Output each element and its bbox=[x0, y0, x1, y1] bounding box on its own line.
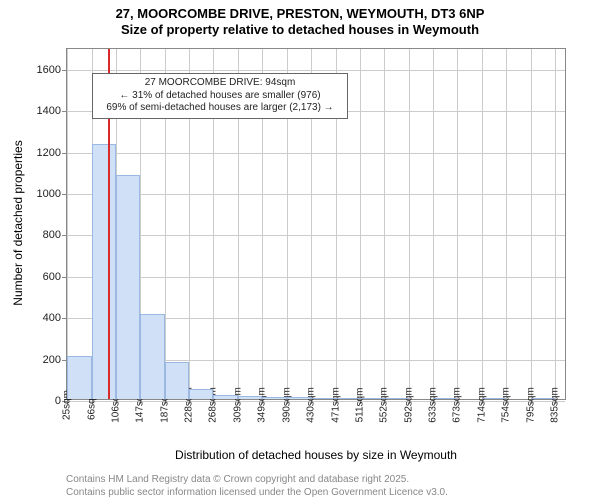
histogram-bar bbox=[262, 397, 287, 399]
x-tick-label: 349sqm bbox=[257, 387, 268, 423]
grid-line-v bbox=[555, 49, 556, 399]
y-tick-label: 600 bbox=[43, 271, 61, 283]
grid-line-v bbox=[531, 49, 532, 399]
histogram-bar bbox=[189, 389, 213, 399]
histogram-bar bbox=[360, 398, 385, 399]
y-tick-label: 1200 bbox=[37, 147, 61, 159]
histogram-bar bbox=[482, 398, 506, 399]
x-tick-label: 633sqm bbox=[428, 387, 439, 423]
histogram-bar bbox=[116, 175, 141, 399]
y-tick-label: 200 bbox=[43, 354, 61, 366]
annotation-line-3: 69% of semi-detached houses are larger (… bbox=[106, 102, 333, 113]
histogram-bar bbox=[213, 395, 238, 399]
grid-line-v bbox=[67, 49, 68, 399]
histogram-bar bbox=[238, 396, 262, 399]
y-tick-label: 800 bbox=[43, 229, 61, 241]
histogram-bar bbox=[287, 397, 311, 399]
grid-line-v bbox=[482, 49, 483, 399]
x-tick-label: 835sqm bbox=[549, 387, 560, 423]
x-tick-label: 511sqm bbox=[354, 388, 365, 423]
histogram-bar bbox=[384, 398, 408, 399]
attribution-text: Contains HM Land Registry data © Crown c… bbox=[66, 474, 448, 499]
x-tick-label: 592sqm bbox=[403, 387, 414, 423]
histogram-bar bbox=[531, 398, 555, 399]
x-tick-label: 471sqm bbox=[330, 387, 341, 423]
histogram-bar bbox=[67, 356, 92, 399]
title-line-1: 27, MOORCOMBE DRIVE, PRESTON, WEYMOUTH, … bbox=[116, 6, 485, 21]
histogram-bar bbox=[165, 362, 190, 399]
grid-line-v bbox=[457, 49, 458, 399]
x-tick-label: 754sqm bbox=[501, 387, 512, 423]
grid-line-h bbox=[67, 194, 565, 195]
grid-line-h bbox=[67, 235, 565, 236]
grid-line-h bbox=[67, 153, 565, 154]
annotation-box: 27 MOORCOMBE DRIVE: 94sqm ← 31% of detac… bbox=[92, 73, 348, 119]
histogram-bar bbox=[140, 314, 164, 399]
histogram-bar bbox=[311, 398, 336, 399]
x-tick-label: 390sqm bbox=[281, 387, 292, 423]
y-tick-label: 1400 bbox=[37, 105, 61, 117]
attribution-line-1: Contains HM Land Registry data © Crown c… bbox=[66, 474, 409, 485]
x-axis-label: Distribution of detached houses by size … bbox=[66, 448, 566, 462]
grid-line-v bbox=[409, 49, 410, 399]
grid-line-v bbox=[506, 49, 507, 399]
x-tick-label: 795sqm bbox=[525, 387, 536, 423]
y-tick-label: 400 bbox=[43, 312, 61, 324]
attribution-line-2: Contains public sector information licen… bbox=[66, 487, 448, 498]
y-tick-label: 1600 bbox=[37, 64, 61, 76]
annotation-line-1: 27 MOORCOMBE DRIVE: 94sqm bbox=[145, 77, 296, 88]
grid-line-v bbox=[360, 49, 361, 399]
x-tick-label: 673sqm bbox=[452, 387, 463, 423]
plot-area: 0200400600800100012001400160025sqm66sqm1… bbox=[66, 48, 566, 400]
histogram-bar bbox=[92, 144, 116, 399]
histogram-bar bbox=[336, 398, 360, 399]
x-tick-label: 430sqm bbox=[305, 387, 316, 423]
histogram-bar bbox=[433, 398, 457, 399]
x-tick-label: 552sqm bbox=[379, 387, 390, 423]
grid-line-v bbox=[384, 49, 385, 399]
x-tick-label: 309sqm bbox=[233, 387, 244, 423]
y-tick-label: 1000 bbox=[37, 188, 61, 200]
grid-line-h bbox=[67, 70, 565, 71]
y-axis-label: Number of detached properties bbox=[11, 123, 25, 323]
chart-title: 27, MOORCOMBE DRIVE, PRESTON, WEYMOUTH, … bbox=[0, 0, 600, 39]
title-line-2: Size of property relative to detached ho… bbox=[121, 22, 479, 37]
grid-line-h bbox=[67, 277, 565, 278]
grid-line-v bbox=[433, 49, 434, 399]
x-tick-label: 714sqm bbox=[477, 387, 488, 423]
histogram-chart: 27, MOORCOMBE DRIVE, PRESTON, WEYMOUTH, … bbox=[0, 0, 600, 500]
annotation-line-2: ← 31% of detached houses are smaller (97… bbox=[119, 90, 320, 101]
y-tick-label: 0 bbox=[55, 395, 61, 407]
